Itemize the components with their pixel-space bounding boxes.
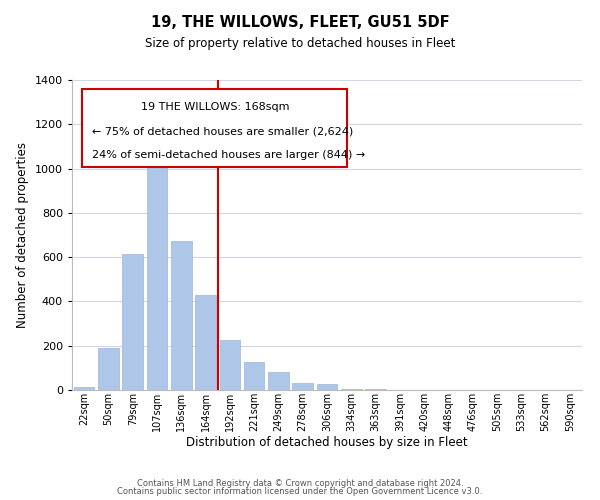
Bar — [317, 384, 337, 390]
Text: 19, THE WILLOWS, FLEET, GU51 5DF: 19, THE WILLOWS, FLEET, GU51 5DF — [151, 15, 449, 30]
Bar — [98, 348, 119, 390]
Text: Contains public sector information licensed under the Open Government Licence v3: Contains public sector information licen… — [118, 487, 482, 496]
Text: Size of property relative to detached houses in Fleet: Size of property relative to detached ho… — [145, 38, 455, 51]
Text: 24% of semi-detached houses are larger (844) →: 24% of semi-detached houses are larger (… — [92, 150, 365, 160]
Bar — [244, 362, 265, 390]
Y-axis label: Number of detached properties: Number of detached properties — [16, 142, 29, 328]
Bar — [365, 389, 386, 390]
FancyBboxPatch shape — [82, 90, 347, 167]
X-axis label: Distribution of detached houses by size in Fleet: Distribution of detached houses by size … — [186, 436, 468, 450]
Bar — [171, 240, 191, 390]
Text: 19 THE WILLOWS: 168sqm: 19 THE WILLOWS: 168sqm — [140, 102, 289, 112]
Bar — [122, 254, 143, 390]
Bar — [195, 295, 216, 390]
Bar — [220, 340, 240, 390]
Bar — [146, 146, 167, 390]
Bar — [74, 386, 94, 390]
Text: ← 75% of detached houses are smaller (2,624): ← 75% of detached houses are smaller (2,… — [92, 126, 353, 136]
Text: Contains HM Land Registry data © Crown copyright and database right 2024.: Contains HM Land Registry data © Crown c… — [137, 478, 463, 488]
Bar — [292, 384, 313, 390]
Bar — [341, 389, 362, 390]
Bar — [268, 372, 289, 390]
